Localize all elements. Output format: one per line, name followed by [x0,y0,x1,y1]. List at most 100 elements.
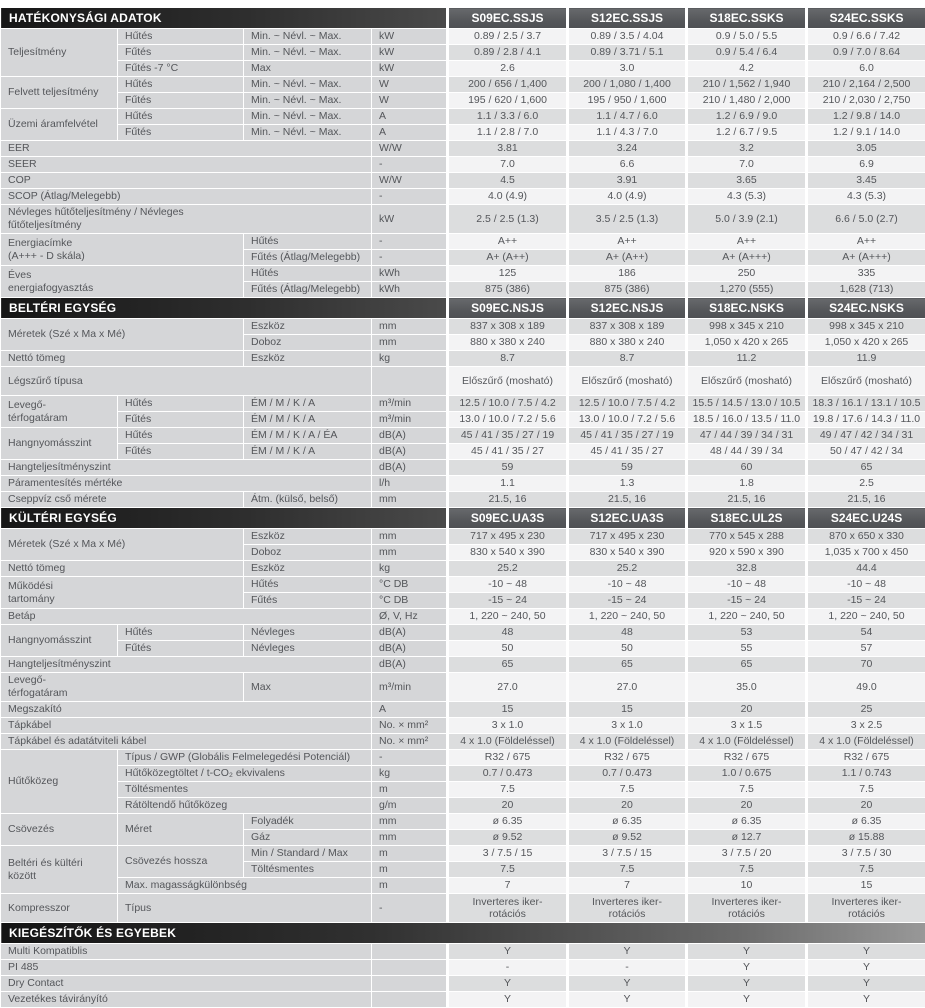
label-cell: Névleges [244,641,372,657]
value-cell: 1, 220 ~ 240, 50 [687,609,807,625]
section-title: HATÉKONYSÁGI ADATOK [1,8,448,29]
value-cell: 20 [448,798,568,814]
unit-cell: mm [372,830,448,846]
label-cell: Fűtés [244,593,372,609]
label-cell: Min. ~ Névl. ~ Max. [244,93,372,109]
label-cell: Felvett teljesítmény [1,77,118,109]
value-cell: 0.89 / 3.5 / 4.04 [568,29,687,45]
value-cell: 21.5, 16 [568,492,687,508]
value-cell: A+ (A+++) [807,250,925,266]
label-cell: Max [244,61,372,77]
value-cell: 12.5 / 10.0 / 7.5 / 4.2 [568,396,687,412]
value-cell: 0.9 / 6.6 / 7.42 [807,29,925,45]
value-cell: ø 12.7 [687,830,807,846]
value-cell: 4.3 (5.3) [687,189,807,205]
value-cell: 13.0 / 10.0 / 7.2 / 5.6 [568,412,687,428]
unit-cell: m [372,846,448,862]
value-cell: 210 / 1,480 / 2,000 [687,93,807,109]
value-cell: 837 x 308 x 189 [568,319,687,335]
unit-cell: kW [372,205,448,234]
value-cell: 21.5, 16 [807,492,925,508]
unit-cell: dB(A) [372,428,448,444]
value-cell: R32 / 675 [687,750,807,766]
value-cell: Inverteres iker- rotációs [807,894,925,923]
label-cell: Hűtőközeg [1,750,118,814]
label-cell: Hűtés [118,77,244,93]
value-cell: 45 / 41 / 35 / 27 [448,444,568,460]
value-cell: 0.9 / 5.0 / 5.5 [687,29,807,45]
value-cell: 45 / 41 / 35 / 27 / 19 [568,428,687,444]
label-cell: Cseppvíz cső mérete [1,492,244,508]
value-cell: 880 x 380 x 240 [568,335,687,351]
unit-cell [372,944,448,960]
value-cell: 7.5 [687,782,807,798]
label-cell: Levegő- térfogatáram [1,396,118,428]
value-cell: 0.9 / 7.0 / 8.64 [807,45,925,61]
value-cell: 7.5 [448,862,568,878]
model-header: S12EC.UA3S [568,508,687,529]
value-cell: 1.1 / 0.743 [807,766,925,782]
value-cell: 35.0 [687,673,807,702]
value-cell: 1.1 [448,476,568,492]
unit-cell: A [372,109,448,125]
value-cell: 2.5 / 2.5 (1.3) [448,205,568,234]
unit-cell: mm [372,335,448,351]
value-cell: A+ (A++) [448,250,568,266]
value-cell: 0.89 / 2.8 / 4.1 [448,45,568,61]
value-cell: 8.7 [568,351,687,367]
table-row: Névleges hűtőteljesítmény / Névleges fűt… [1,205,925,234]
label-cell: Hűtés [118,396,244,412]
value-cell: Y [687,944,807,960]
value-cell: ø 9.52 [568,830,687,846]
value-cell: 837 x 308 x 189 [448,319,568,335]
value-cell: 57 [807,641,925,657]
label-cell: Hangnyomásszint [1,428,118,460]
value-cell: 7.5 [568,782,687,798]
unit-cell: kWh [372,266,448,282]
value-cell: Y [807,944,925,960]
label-cell: Méretek (Szé x Ma x Mé) [1,529,244,561]
value-cell: 3 / 7.5 / 20 [687,846,807,862]
value-cell: 4.0 (4.9) [448,189,568,205]
unit-cell: No. × mm² [372,718,448,734]
unit-cell [372,960,448,976]
value-cell: 717 x 495 x 230 [568,529,687,545]
value-cell: ø 6.35 [568,814,687,830]
value-cell: 3 x 1.0 [568,718,687,734]
value-cell: 3 x 1.5 [687,718,807,734]
value-cell: Előszűrő (mosható) [687,367,807,396]
value-cell: Y [807,992,925,1008]
label-cell: Hangteljesítményszint [1,460,372,476]
value-cell: 25 [807,702,925,718]
section-title: BELTÉRI EGYSÉG [1,298,448,319]
value-cell: 2.6 [448,61,568,77]
value-cell: 20 [568,798,687,814]
table-row: Energiacímke (A+++ - D skála)Hűtés-A++A+… [1,234,925,250]
value-cell: 10 [687,878,807,894]
value-cell: 11.2 [687,351,807,367]
unit-cell: Ø, V, Hz [372,609,448,625]
value-cell: 4 x 1.0 (Földeléssel) [687,734,807,750]
unit-cell: kW [372,29,448,45]
value-cell: 3.2 [687,141,807,157]
value-cell: Inverteres iker- rotációs [448,894,568,923]
unit-cell: mm [372,814,448,830]
value-cell: 1, 220 ~ 240, 50 [448,609,568,625]
label-cell: Megszakító [1,702,372,718]
